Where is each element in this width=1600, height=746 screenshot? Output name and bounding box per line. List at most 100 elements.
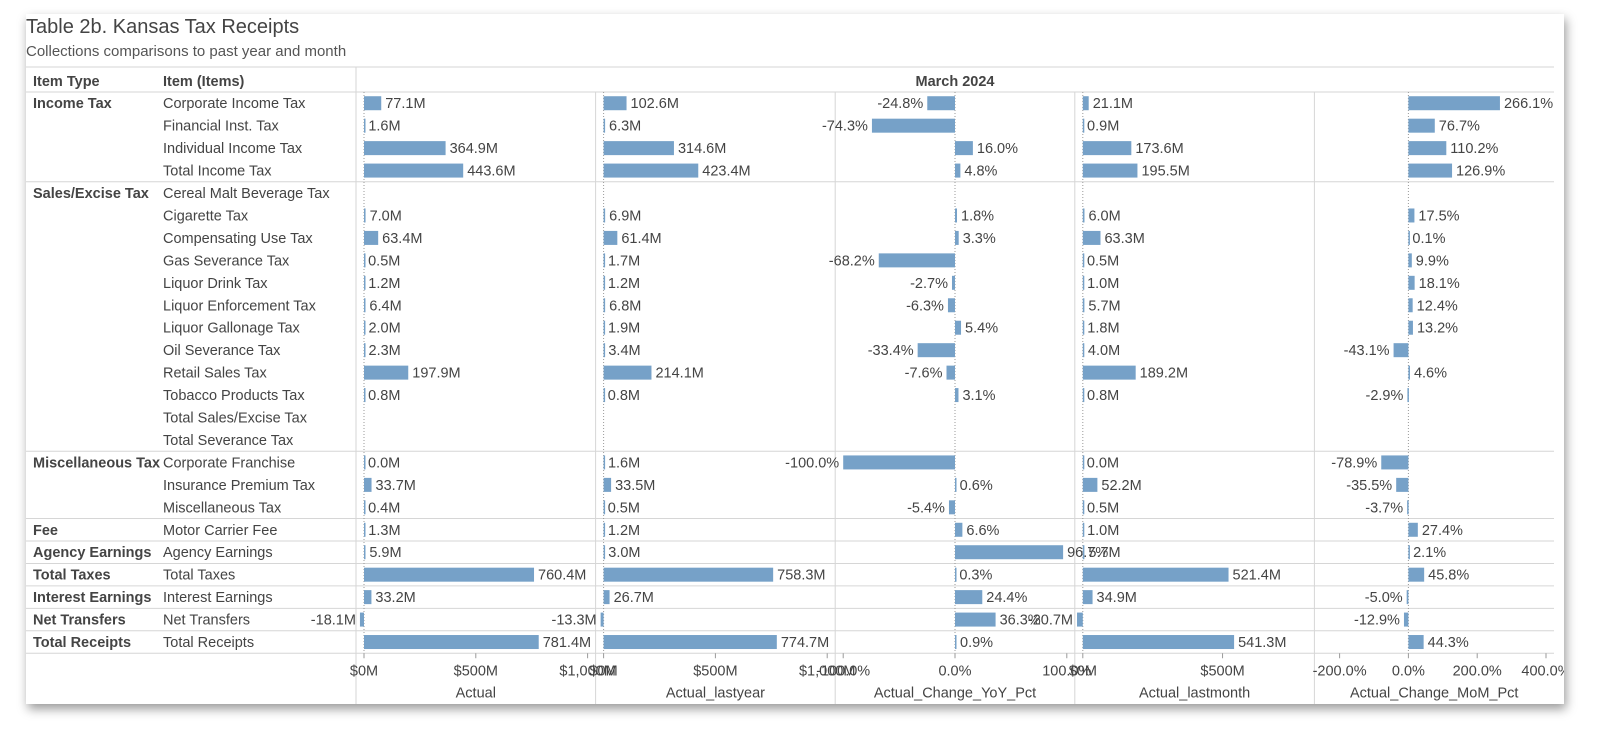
bar-lastyear <box>603 118 606 133</box>
bar-actual <box>364 522 366 537</box>
data-label-mom: 266.1% <box>1504 96 1553 112</box>
data-label-yoy: -100.0% <box>785 455 839 471</box>
bar-actual <box>364 163 464 178</box>
bar-mom <box>1407 388 1409 403</box>
data-label-lastmonth: 5.7M <box>1088 545 1120 561</box>
data-label-actual: 760.4M <box>538 568 586 584</box>
report-card: Item Type Item (Items) March 2024 Income Ta… <box>26 14 1564 704</box>
item-label: Total Receipts <box>163 635 254 651</box>
data-label-lastyear: 1.7M <box>608 253 640 269</box>
bar-actual <box>364 388 366 403</box>
data-label-mom: 76.7% <box>1439 119 1480 135</box>
data-label-yoy: 3.1% <box>962 388 995 404</box>
data-label-lastmonth: 0.5M <box>1087 253 1119 269</box>
bar-lastmonth <box>1082 365 1136 380</box>
item-type-label: Miscellaneous Tax <box>33 455 160 471</box>
data-label-lastyear: 102.6M <box>631 96 679 112</box>
bar-mom <box>1408 208 1415 223</box>
header-item-type: Item Type <box>33 74 100 90</box>
item-type-label: Agency Earnings <box>33 545 151 561</box>
axis-tick-label: -100.0% <box>816 663 870 679</box>
data-label-lastyear: 3.4M <box>608 343 640 359</box>
data-label-lastyear: 0.8M <box>608 388 640 404</box>
header-period: March 2024 <box>916 74 995 90</box>
report-title: Table 2b. Kansas Tax Receipts <box>26 16 300 38</box>
axis-title: Actual <box>456 685 496 701</box>
data-label-actual: 33.7M <box>376 478 416 494</box>
axis-tick-label: $0M <box>1069 663 1097 679</box>
data-label-lastmonth: 189.2M <box>1140 366 1188 382</box>
data-label-mom: 17.5% <box>1418 208 1459 224</box>
bar-mom <box>1381 455 1409 470</box>
bar-lastmonth <box>1082 522 1085 537</box>
data-label-lastmonth: 0.8M <box>1087 388 1119 404</box>
data-label-actual: 364.9M <box>450 141 498 157</box>
item-label: Total Taxes <box>163 568 235 584</box>
bar-lastmonth <box>1082 388 1085 403</box>
bar-actual <box>359 612 364 627</box>
item-type-label: Net Transfers <box>33 613 126 629</box>
item-label: Liquor Gallonage Tax <box>163 321 301 337</box>
bar-mom <box>1408 365 1410 380</box>
bar-lastmonth <box>1082 635 1235 650</box>
bar-mom <box>1408 163 1453 178</box>
bar-lastyear <box>603 500 606 515</box>
bar-lastmonth <box>1082 590 1093 605</box>
data-label-actual: 2.0M <box>368 321 400 337</box>
data-label-yoy: 36.3% <box>1000 613 1041 629</box>
data-label-mom: 0.1% <box>1412 231 1445 247</box>
bar-yoy <box>955 477 957 492</box>
axis-title: Actual_Change_YoY_Pct <box>874 685 1036 701</box>
item-type-label: Income Tax <box>33 96 112 112</box>
data-label-actual: 7.0M <box>370 208 402 224</box>
data-label-mom: 44.3% <box>1428 635 1469 651</box>
bar-actual <box>364 365 409 380</box>
data-label-yoy: -33.4% <box>868 343 914 359</box>
axis-tick-label: 100.0% <box>1042 663 1091 679</box>
bar-yoy <box>946 365 955 380</box>
bar-actual <box>364 141 446 156</box>
bar-actual <box>364 477 372 492</box>
data-label-actual: 0.4M <box>368 500 400 516</box>
item-label: Financial Inst. Tax <box>163 119 280 135</box>
bar-lastmonth <box>1082 500 1085 515</box>
data-label-mom: -12.9% <box>1354 613 1400 629</box>
bar-yoy <box>878 253 955 268</box>
item-label: Corporate Franchise <box>163 455 295 471</box>
bar-mom <box>1403 612 1409 627</box>
bar-lastmonth <box>1082 253 1085 268</box>
data-label-lastyear: 423.4M <box>702 164 750 180</box>
data-label-actual: 197.9M <box>412 366 460 382</box>
bar-lastmonth <box>1082 208 1085 223</box>
bar-lastmonth <box>1077 612 1083 627</box>
data-label-lastmonth: 541.3M <box>1238 635 1286 651</box>
item-label: Agency Earnings <box>163 545 273 561</box>
bar-mom <box>1408 275 1415 290</box>
bar-yoy <box>955 522 963 537</box>
bar-actual <box>364 208 366 223</box>
data-label-yoy: 3.3% <box>963 231 996 247</box>
item-label: Net Transfers <box>163 613 250 629</box>
bar-mom <box>1396 477 1409 492</box>
data-label-actual: 33.2M <box>375 590 415 606</box>
data-label-yoy: 0.3% <box>959 568 992 584</box>
axis-tick-label: 0.0% <box>938 663 971 679</box>
data-label-lastmonth: 1.0M <box>1087 523 1119 539</box>
data-label-mom: 18.1% <box>1419 276 1460 292</box>
item-label: Cigarette Tax <box>163 208 249 224</box>
data-label-lastmonth: 521.4M <box>1233 568 1281 584</box>
bar-yoy <box>955 612 996 627</box>
data-label-mom: 12.4% <box>1417 298 1458 314</box>
item-label: Compensating Use Tax <box>163 231 313 247</box>
bar-lastyear <box>603 567 774 582</box>
bar-mom <box>1408 635 1424 650</box>
data-label-lastyear: 1.6M <box>608 455 640 471</box>
data-label-lastmonth: 0.9M <box>1087 119 1119 135</box>
data-label-lastyear: 3.0M <box>608 545 640 561</box>
axis-tick-label: $1,000M <box>799 663 855 679</box>
item-label: Total Severance Tax <box>163 433 294 449</box>
bar-lastyear <box>603 230 618 245</box>
axis-tick-label: $500M <box>454 663 498 679</box>
report-subtitle: Collections comparisons to past year and… <box>26 43 347 60</box>
data-label-lastyear: 6.8M <box>609 298 641 314</box>
